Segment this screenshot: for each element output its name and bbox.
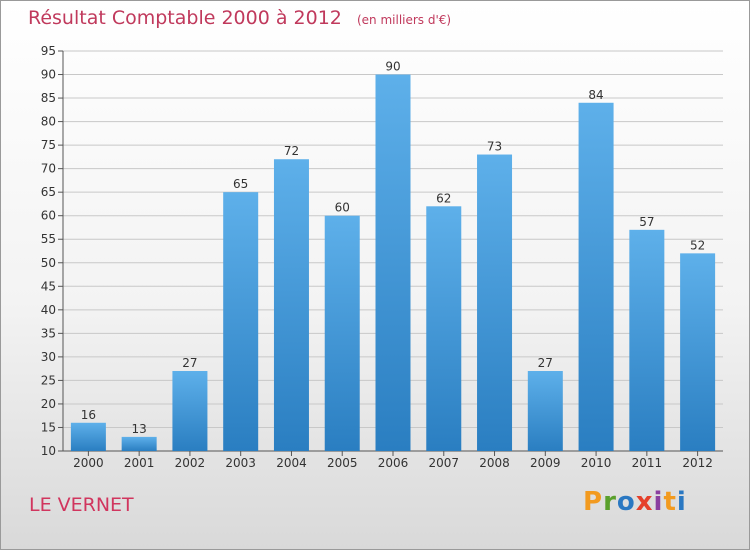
chart-title-block: Résultat Comptable 2000 à 2012 (en milli… — [28, 7, 451, 29]
logo-letter: P — [583, 487, 604, 517]
bar-2003 — [223, 192, 259, 452]
x-tick-label-2012: 2012 — [682, 456, 713, 470]
x-tick-label-2007: 2007 — [428, 456, 459, 470]
bar-2005 — [324, 215, 360, 451]
y-tick-label: 15 — [41, 420, 56, 434]
bar-2012 — [680, 253, 716, 451]
logo-letter: i — [653, 487, 664, 517]
x-tick-label-2009: 2009 — [530, 456, 561, 470]
y-tick-label: 30 — [41, 350, 56, 364]
y-tick-label: 90 — [41, 68, 56, 82]
y-tick-label: 85 — [41, 91, 56, 105]
y-tick-label: 70 — [41, 162, 56, 176]
value-label-2002: 27 — [182, 356, 197, 370]
value-label-2006: 90 — [385, 60, 400, 74]
x-tick-label-2002: 2002 — [175, 456, 206, 470]
value-label-2007: 62 — [436, 191, 451, 205]
value-label-2005: 60 — [335, 201, 350, 215]
bar-2004 — [273, 159, 309, 451]
y-tick-label: 50 — [41, 256, 56, 270]
value-label-2004: 72 — [284, 144, 299, 158]
value-label-2000: 16 — [81, 408, 96, 422]
commune-name: LE VERNET — [29, 494, 134, 516]
logo-letter: o — [616, 487, 636, 517]
x-tick-label-2001: 2001 — [124, 456, 155, 470]
y-tick-label: 40 — [41, 303, 56, 317]
bar-2002 — [172, 371, 208, 451]
value-label-2010: 84 — [588, 88, 603, 102]
x-tick-label-2010: 2010 — [581, 456, 612, 470]
x-tick-label-2011: 2011 — [632, 456, 663, 470]
bar-2008 — [477, 154, 513, 451]
logo-letter: i — [676, 487, 687, 517]
bar-2010 — [578, 102, 614, 451]
y-tick-label: 60 — [41, 209, 56, 223]
bar-2009 — [527, 371, 563, 451]
value-label-2011: 57 — [639, 215, 654, 229]
bar-2000 — [70, 422, 106, 451]
x-tick-label-2000: 2000 — [73, 456, 104, 470]
y-tick-label: 55 — [41, 232, 56, 246]
y-tick-label: 65 — [41, 185, 56, 199]
bar-2007 — [426, 206, 462, 451]
value-label-2001: 13 — [132, 422, 147, 436]
bar-2001 — [121, 436, 157, 451]
bar-2006 — [375, 74, 411, 451]
x-tick-label-2006: 2006 — [378, 456, 409, 470]
y-tick-label: 25 — [41, 373, 56, 387]
chart-unit: (en milliers d'€) — [356, 13, 452, 27]
logo-letter: x — [635, 487, 654, 517]
x-tick-label-2005: 2005 — [327, 456, 358, 470]
y-tick-label: 95 — [41, 44, 56, 58]
logo-letter: r — [603, 487, 617, 517]
value-label-2003: 65 — [233, 177, 248, 191]
value-label-2012: 52 — [690, 238, 705, 252]
y-tick-label: 80 — [41, 115, 56, 129]
proxiti-logo[interactable]: Proxiti — [583, 487, 687, 517]
y-tick-label: 10 — [41, 444, 56, 458]
y-tick-label: 45 — [41, 279, 56, 293]
x-tick-label-2003: 2003 — [225, 456, 256, 470]
bar-2011 — [629, 229, 665, 451]
value-label-2008: 73 — [487, 140, 502, 154]
x-tick-label-2004: 2004 — [276, 456, 307, 470]
logo-letter: t — [663, 487, 677, 517]
x-tick-label-2008: 2008 — [479, 456, 510, 470]
chart-title: Résultat Comptable 2000 à 2012 — [28, 7, 342, 29]
y-tick-label: 75 — [41, 138, 56, 152]
value-label-2009: 27 — [538, 356, 553, 370]
y-tick-label: 35 — [41, 326, 56, 340]
y-tick-label: 20 — [41, 397, 56, 411]
